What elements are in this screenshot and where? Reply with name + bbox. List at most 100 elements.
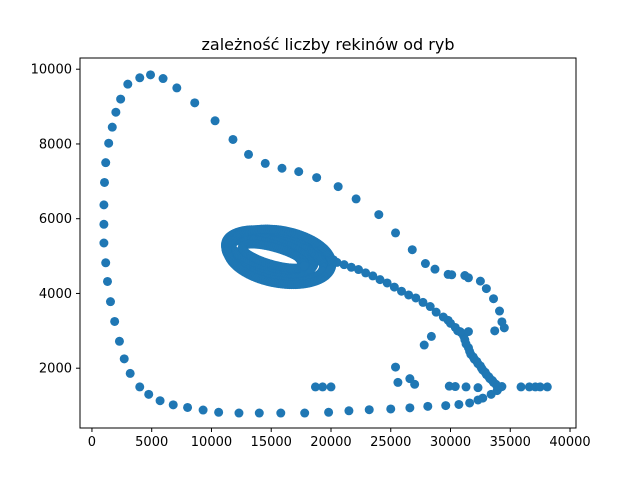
data-point xyxy=(172,83,182,93)
data-point xyxy=(426,331,436,341)
x-tick-label: 40000 xyxy=(549,435,590,450)
data-point xyxy=(299,261,309,271)
data-point xyxy=(411,293,421,303)
data-point xyxy=(102,276,112,286)
x-tick-label: 25000 xyxy=(370,435,411,450)
data-point xyxy=(389,282,399,292)
data-point xyxy=(535,382,545,392)
data-point xyxy=(99,219,109,229)
data-point xyxy=(99,200,109,210)
data-point xyxy=(431,307,441,317)
data-point xyxy=(419,340,429,350)
data-point xyxy=(146,70,156,80)
data-point xyxy=(454,399,464,409)
data-point xyxy=(119,354,129,364)
data-point xyxy=(277,163,287,173)
data-point xyxy=(475,276,485,286)
data-point xyxy=(473,383,483,393)
data-point xyxy=(198,405,208,415)
data-point xyxy=(450,382,460,392)
data-point xyxy=(190,98,200,108)
data-point xyxy=(393,377,403,387)
data-point xyxy=(183,402,193,412)
data-point xyxy=(391,362,401,372)
data-point xyxy=(135,73,145,83)
data-point xyxy=(116,94,126,104)
data-point xyxy=(114,336,124,346)
data-point xyxy=(294,167,304,177)
data-point xyxy=(375,275,385,285)
data-point xyxy=(420,259,430,269)
data-point xyxy=(123,79,133,89)
y-tick-label: 2000 xyxy=(39,362,72,377)
data-point xyxy=(391,228,401,238)
data-point xyxy=(430,264,440,274)
x-tick-label: 20000 xyxy=(310,435,351,450)
data-point xyxy=(478,393,488,403)
data-point xyxy=(100,177,109,187)
data-point xyxy=(254,408,264,418)
data-point xyxy=(276,408,286,418)
data-point xyxy=(168,400,178,410)
data-point xyxy=(234,408,244,418)
data-point xyxy=(386,404,396,414)
data-point xyxy=(344,406,354,416)
data-point xyxy=(374,210,384,220)
data-point xyxy=(228,134,238,144)
data-point xyxy=(104,138,114,148)
data-point xyxy=(368,271,378,281)
x-tick-label: 10000 xyxy=(191,435,232,450)
data-point xyxy=(99,238,109,248)
x-axis: 0 5000 10000 15000 20000 25000 30000 35000 40000 xyxy=(88,428,591,450)
data-point xyxy=(318,382,328,392)
data-point xyxy=(382,278,392,288)
data-point xyxy=(158,74,168,84)
data-point xyxy=(125,368,135,378)
data-point xyxy=(111,107,121,117)
x-tick-label: 35000 xyxy=(490,435,531,450)
y-tick-label: 8000 xyxy=(39,137,72,152)
y-tick-label: 10000 xyxy=(31,63,72,78)
data-point xyxy=(105,297,115,307)
data-point xyxy=(404,290,414,300)
y-tick-label: 4000 xyxy=(39,287,72,302)
data-point xyxy=(312,173,322,183)
data-point xyxy=(447,270,457,280)
data-point xyxy=(465,398,475,408)
chart-title: zależność liczby rekinów od ryb xyxy=(202,35,455,54)
data-point xyxy=(107,122,117,132)
data-point xyxy=(210,116,220,126)
y-axis: 2000 4000 6000 8000 10000 xyxy=(31,63,80,377)
data-point xyxy=(489,294,499,304)
data-point xyxy=(463,327,473,337)
data-point xyxy=(423,401,433,411)
data-point xyxy=(463,273,473,283)
data-point xyxy=(339,260,349,270)
x-tick-label: 0 xyxy=(88,435,96,450)
data-point xyxy=(110,316,120,326)
data-point xyxy=(351,194,361,204)
data-point xyxy=(461,382,471,392)
data-point xyxy=(155,396,165,406)
data-point xyxy=(346,262,356,272)
data-point xyxy=(405,403,415,413)
data-point xyxy=(310,382,320,392)
data-point xyxy=(135,382,145,392)
data-point xyxy=(353,265,363,275)
data-point xyxy=(361,268,371,278)
data-point xyxy=(499,323,509,333)
y-tick-label: 6000 xyxy=(39,212,72,227)
data-point xyxy=(144,389,154,399)
data-point xyxy=(410,379,420,389)
data-point xyxy=(325,265,335,275)
data-point xyxy=(516,382,526,392)
data-point xyxy=(101,158,111,168)
data-point xyxy=(490,326,500,336)
x-tick-label: 15000 xyxy=(251,435,292,450)
data-point xyxy=(492,381,502,391)
data-point xyxy=(326,382,336,392)
data-point xyxy=(244,149,254,159)
data-point xyxy=(364,405,374,415)
data-point xyxy=(425,302,435,312)
